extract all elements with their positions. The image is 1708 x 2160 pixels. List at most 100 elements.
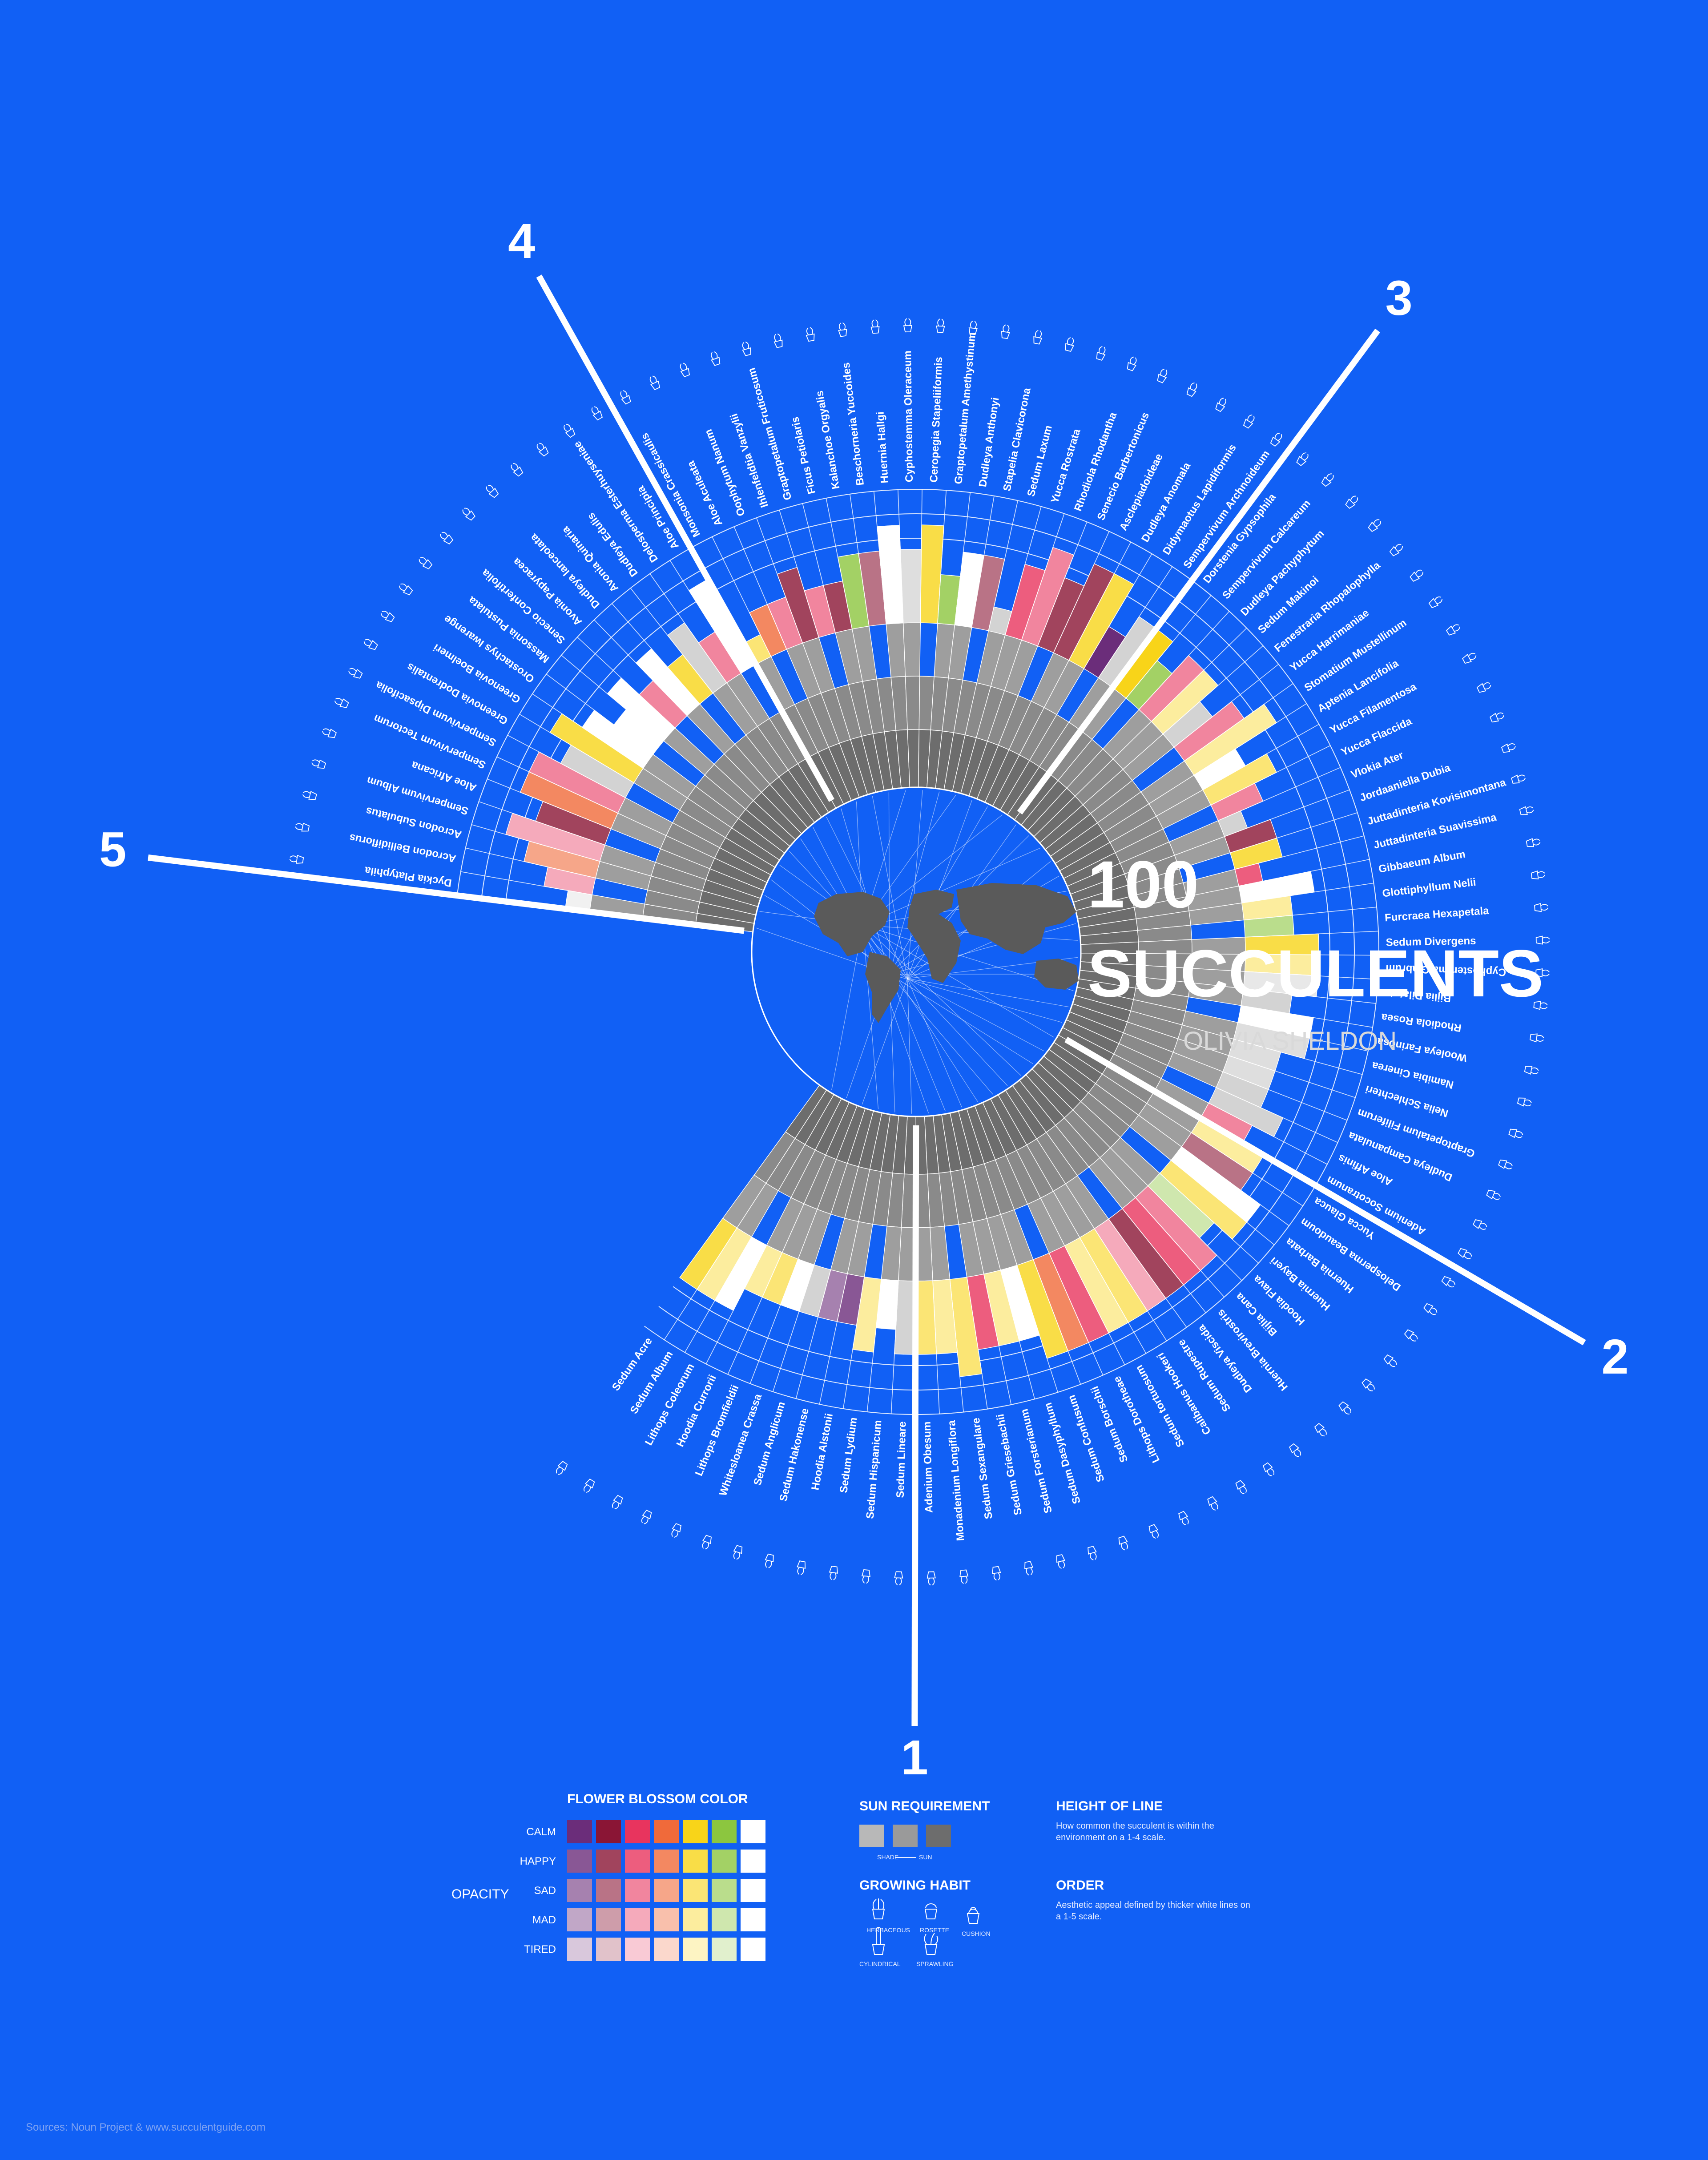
cell-divider [949,1279,964,1412]
cell-divider [779,510,819,638]
legend-swatch [596,1879,621,1902]
cell-divider [1191,1132,1303,1206]
habit-icon [295,822,310,832]
habit-icon [1314,1423,1327,1437]
legend-swatch [567,1938,592,1961]
habit-icon [1535,968,1550,978]
habit-icon [829,1565,838,1580]
order-divider [536,274,835,802]
habit-icon [380,611,395,622]
cell-divider [465,847,596,879]
origin-line [907,978,1008,1086]
cell-divider [460,871,592,895]
cell-divider [1210,745,1331,806]
source-note: Sources: Noun Project & www.succulentgui… [26,2121,266,2133]
origin-line [907,978,912,1114]
cell-divider [802,503,836,633]
habit-icon [861,1569,870,1584]
cell-divider [1237,1022,1368,1052]
map-australia [1034,959,1079,990]
cell-divider [826,498,853,629]
cell-divider [1084,553,1152,669]
habit-icon [1127,356,1137,371]
cell-divider [1235,835,1364,870]
habit-rosette-label: ROSETTE [920,1926,949,1934]
habit-icon [1490,712,1504,723]
habit-icon [1524,1066,1539,1075]
habit-icon [1148,1524,1159,1539]
legend-swatch [625,1938,650,1961]
cell-divider [1151,628,1247,722]
habit-icon [1529,1033,1544,1043]
origin-line [907,790,923,979]
cell-divider [1174,664,1279,748]
legend-swatch [596,1908,621,1931]
origin-line [889,974,946,1112]
habit-icon [440,532,454,545]
legend-height-title: HEIGHT OF LINE [1056,1799,1163,1813]
order-divider [911,1125,919,1726]
habit-icon [1501,743,1516,753]
habit-icon [486,485,499,498]
habit-icon [1486,1189,1501,1200]
rosette-icon [924,1903,938,1919]
habit-icon [462,508,475,521]
habit-icon [838,322,847,337]
author: OLIVIA SHELDON [1183,1027,1397,1056]
cell-divider [1245,931,1378,938]
cell-divider [819,1273,848,1405]
habit-icon [1001,324,1010,339]
habit-icon [399,583,413,596]
legend-order-text: Aesthetic appeal defined by thicker whit… [1056,1900,1250,1922]
habit-icon [348,668,363,679]
cell-divider [1033,1259,1081,1385]
legend-swatch [654,1820,679,1843]
legend-swatch [625,1908,650,1931]
habit-icon [1441,1276,1456,1288]
order-dividers: 5 4 3 2 1 [99,214,1629,1785]
habit-icon [773,333,783,348]
cell-divider [507,735,626,798]
legend-swatch [596,1938,621,1961]
legend-swatch [596,1820,621,1843]
cell-divider [1208,1103,1328,1165]
habit-rosette: ROSETTE [920,1903,949,1934]
habit-icon [556,1461,568,1475]
succulent-59: Bijlia Dilatata [1079,961,1548,1010]
order-label: 2 [1602,1330,1629,1384]
habit-icon [1458,1248,1472,1259]
cell-divider [669,560,741,674]
habit-icon [733,1545,743,1560]
habit-icon [1157,368,1168,383]
legend-order-body: Aesthetic appeal defined by thicker whit… [1056,1900,1250,1922]
habit-icon [584,1479,595,1493]
cell-divider [1229,1055,1356,1098]
map-north-america [814,892,890,956]
cell-divider [1202,724,1319,790]
cell-divider [1064,1245,1125,1365]
legend-swatch [712,1879,737,1902]
cell-divider [1230,812,1358,853]
cell-divider [1163,645,1264,734]
habit-icon [1410,569,1423,582]
legend-swatch [654,1879,679,1902]
habit-icon [564,423,576,438]
habit-icon [419,557,433,570]
cylindrical-icon [872,1927,885,1955]
origin-line [889,923,1076,975]
habit-icon [1088,1546,1097,1561]
cell-divider [1243,988,1376,1004]
legend-swatch [712,1908,737,1931]
legend-swatch [741,1908,765,1931]
habit-icon [1428,596,1443,609]
legend-height-body: How common the succulent is within the e… [1056,1821,1214,1842]
cell-divider [1048,1253,1104,1375]
legend-row-label: CALM [526,1826,556,1838]
legend-sun-shade-label: SHADE [877,1854,898,1861]
habit-icon [1024,1561,1033,1576]
habit-icon [641,1510,652,1524]
habit-icon [620,390,631,405]
habit-icon [1338,1401,1351,1414]
legend-swatch [683,1820,708,1843]
cushion-icon [967,1907,980,1924]
